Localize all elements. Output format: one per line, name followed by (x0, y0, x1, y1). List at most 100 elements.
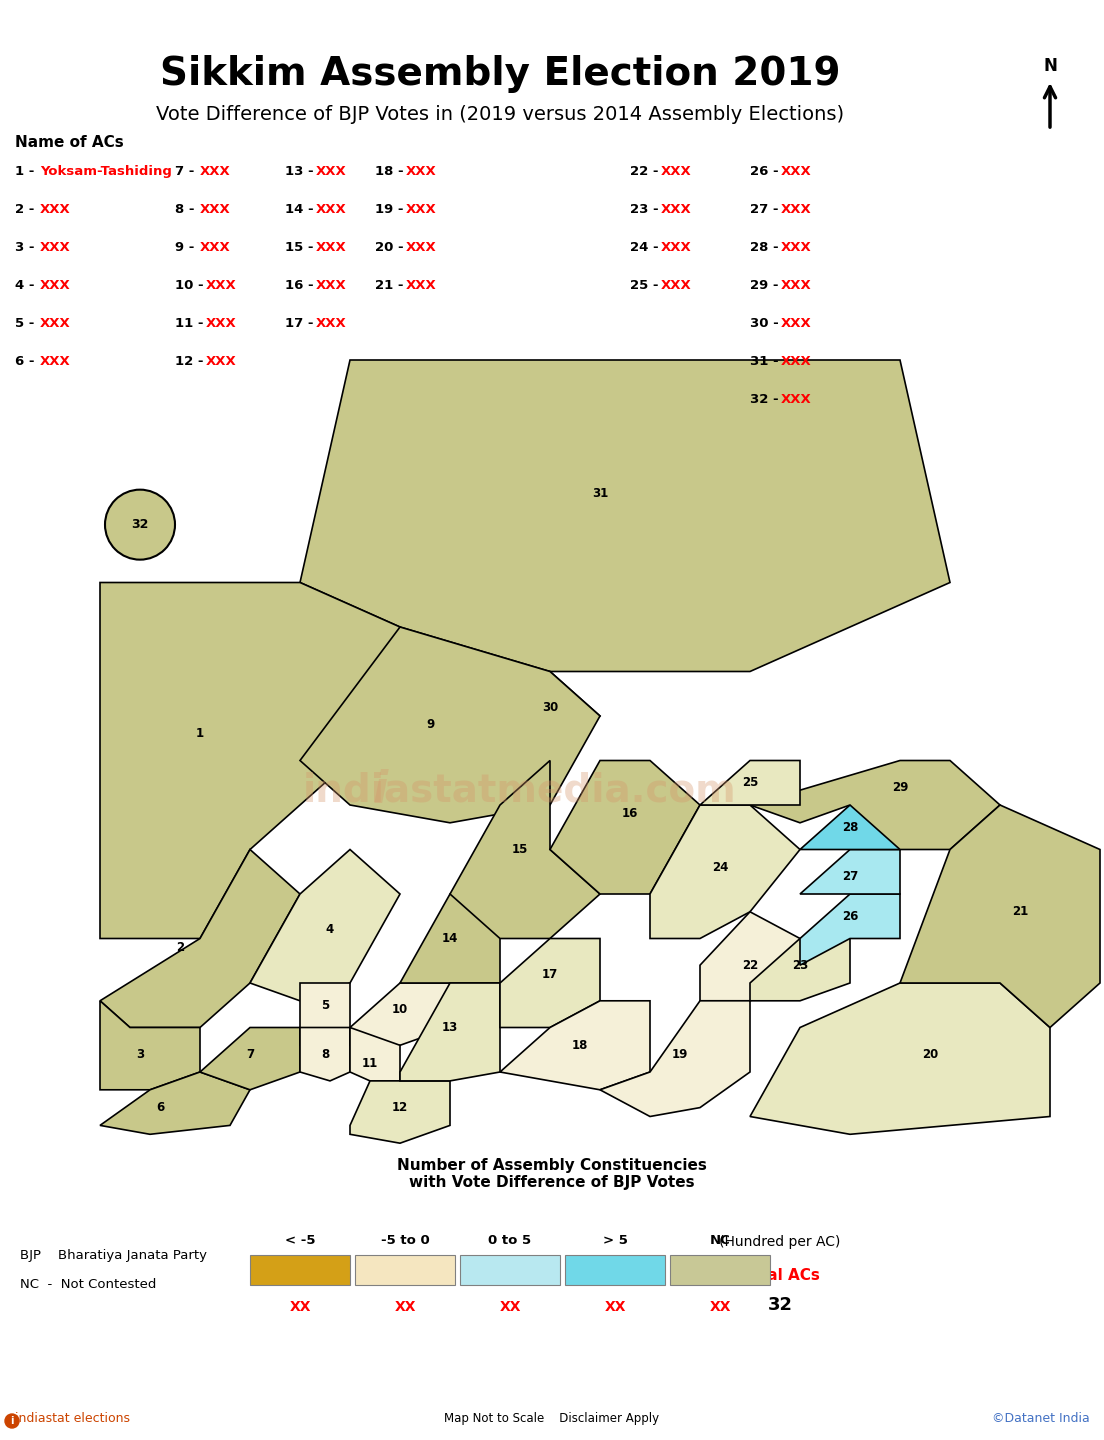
FancyBboxPatch shape (670, 1256, 769, 1284)
Text: XXX: XXX (781, 356, 811, 369)
Text: 12: 12 (392, 1102, 408, 1115)
Text: 6 -: 6 - (15, 356, 39, 369)
Text: BJP    Bharatiya Janata Party: BJP Bharatiya Janata Party (20, 1248, 208, 1261)
FancyBboxPatch shape (565, 1256, 665, 1284)
Text: XXX: XXX (781, 203, 811, 216)
Polygon shape (750, 760, 1000, 850)
Text: 9 -: 9 - (176, 240, 199, 253)
Text: Sikkim Assembly Election 2019: Sikkim Assembly Election 2019 (160, 55, 840, 94)
Text: XXX: XXX (781, 240, 811, 253)
Text: XX: XX (709, 1300, 731, 1313)
Text: 18 -: 18 - (375, 166, 408, 179)
Text: i: i (372, 769, 388, 812)
Text: 24 -: 24 - (630, 240, 664, 253)
Text: XXX: XXX (40, 356, 71, 369)
Polygon shape (750, 984, 1050, 1135)
Text: 11 -: 11 - (176, 317, 209, 330)
Text: NC: NC (710, 1234, 731, 1247)
Polygon shape (300, 626, 599, 822)
Text: XXX: XXX (661, 203, 692, 216)
Text: 13: 13 (442, 1021, 458, 1034)
Polygon shape (450, 760, 599, 939)
Text: 32 -: 32 - (750, 393, 783, 406)
Text: 16: 16 (622, 808, 638, 821)
Text: 24: 24 (712, 861, 729, 874)
Text: XXX: XXX (781, 166, 811, 179)
Polygon shape (800, 805, 900, 850)
Text: 9: 9 (426, 719, 434, 732)
Polygon shape (400, 894, 500, 984)
Text: indiastat elections: indiastat elections (15, 1413, 130, 1426)
Polygon shape (300, 1028, 350, 1081)
Polygon shape (900, 805, 1100, 1028)
FancyBboxPatch shape (250, 1256, 350, 1284)
Text: 20: 20 (922, 1048, 938, 1061)
Text: XXX: XXX (406, 240, 437, 253)
Text: 19: 19 (672, 1048, 688, 1061)
Text: ©Datanet India: ©Datanet India (992, 1413, 1090, 1426)
Text: 7: 7 (246, 1048, 254, 1061)
Text: XXX: XXX (40, 203, 71, 216)
Text: 19 -: 19 - (375, 203, 408, 216)
Text: 32: 32 (767, 1296, 793, 1313)
Text: 28 -: 28 - (750, 240, 783, 253)
Text: XXX: XXX (206, 279, 236, 292)
Polygon shape (700, 912, 800, 1001)
Text: XXX: XXX (200, 203, 231, 216)
Text: XXX: XXX (40, 317, 71, 330)
Polygon shape (250, 850, 400, 1001)
Text: 32: 32 (131, 518, 149, 531)
Polygon shape (100, 850, 300, 1028)
Text: 18: 18 (572, 1038, 588, 1051)
Text: -5 to 0: -5 to 0 (381, 1234, 429, 1247)
FancyBboxPatch shape (355, 1256, 455, 1284)
Polygon shape (350, 1028, 400, 1081)
Text: 14: 14 (442, 932, 458, 945)
Text: 31: 31 (592, 487, 608, 500)
Polygon shape (550, 760, 700, 894)
Text: 1 -: 1 - (15, 166, 39, 179)
Text: XXX: XXX (661, 279, 692, 292)
Text: Total ACs: Total ACs (741, 1267, 819, 1283)
Text: Name of ACs: Name of ACs (15, 135, 124, 150)
Text: 12 -: 12 - (176, 356, 209, 369)
Text: XXX: XXX (40, 240, 71, 253)
Text: > 5: > 5 (603, 1234, 627, 1247)
Text: XXX: XXX (661, 166, 692, 179)
Text: 29 -: 29 - (750, 279, 783, 292)
FancyBboxPatch shape (460, 1256, 560, 1284)
Text: < -5: < -5 (285, 1234, 316, 1247)
Text: 30 -: 30 - (750, 317, 784, 330)
Polygon shape (200, 1028, 300, 1090)
Text: XXX: XXX (406, 279, 437, 292)
Polygon shape (800, 850, 900, 894)
Circle shape (105, 490, 176, 560)
Polygon shape (400, 984, 500, 1081)
Circle shape (6, 1414, 19, 1428)
Text: 17: 17 (542, 968, 559, 981)
Text: 6: 6 (156, 1102, 164, 1115)
Text: 25: 25 (742, 776, 758, 789)
Text: XXX: XXX (406, 166, 437, 179)
Text: XXX: XXX (661, 240, 692, 253)
Text: 23: 23 (792, 959, 808, 972)
Text: 13 -: 13 - (285, 166, 318, 179)
Polygon shape (700, 760, 800, 805)
Text: (Hundred per AC): (Hundred per AC) (720, 1236, 840, 1248)
Polygon shape (300, 984, 350, 1045)
Text: 10: 10 (392, 1004, 408, 1017)
Text: Number of Assembly Constituencies
with Vote Difference of BJP Votes: Number of Assembly Constituencies with V… (397, 1158, 707, 1189)
Text: 4 -: 4 - (15, 279, 39, 292)
Text: 2 -: 2 - (15, 203, 39, 216)
Text: 11: 11 (362, 1057, 379, 1070)
Text: 26 -: 26 - (750, 166, 783, 179)
Text: 5 -: 5 - (15, 317, 39, 330)
Text: XX: XX (394, 1300, 416, 1313)
Text: 1: 1 (195, 727, 204, 740)
Text: 7 -: 7 - (176, 166, 199, 179)
Text: 22: 22 (742, 959, 758, 972)
Text: XXX: XXX (781, 393, 811, 406)
Polygon shape (500, 1001, 650, 1090)
Text: 0 to 5: 0 to 5 (488, 1234, 531, 1247)
Polygon shape (100, 583, 400, 939)
